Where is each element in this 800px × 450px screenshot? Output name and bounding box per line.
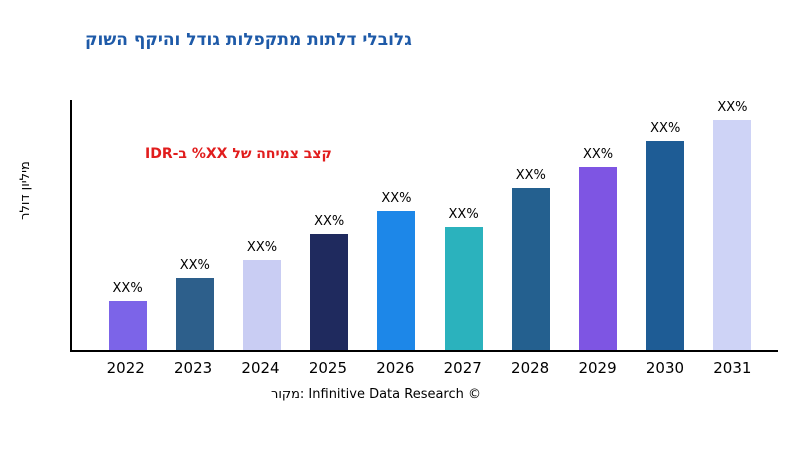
bar-2023	[175, 278, 214, 350]
bar-2022	[108, 301, 147, 350]
bar-group-2028: XX%	[497, 100, 564, 350]
bar-value-label-2030: XX%	[650, 121, 681, 136]
bar-group-2031: XX%	[699, 100, 766, 350]
plot-area: XX% XX% XX% XX% XX% XX%	[70, 100, 778, 352]
bar-group-2026: XX%	[363, 100, 430, 350]
bar-value-label-2029: XX%	[582, 147, 614, 162]
x-tick-2029: 2029	[578, 359, 617, 377]
bar-group-2027: XX%	[430, 100, 497, 350]
bar-value-label-2023: XX%	[179, 258, 210, 273]
bar-value-label-2024: XX%	[246, 240, 278, 255]
y-axis-label-wrap: מיליון דולר	[4, 80, 46, 300]
source-caption: מקור: Infinitive Data Research ©	[270, 387, 482, 402]
chart-title: גלובלי דלתות מתקפלות גודל והיקף השוק	[85, 30, 412, 50]
bar-group-2022: XX%	[94, 100, 161, 350]
x-tick-2031: 2031	[713, 359, 752, 377]
bar-group-2030: XX%	[632, 100, 699, 350]
x-tick-2030: 2030	[645, 359, 685, 377]
bar-group-2029: XX%	[564, 100, 631, 350]
x-tick-2027: 2027	[443, 359, 482, 377]
x-tick-2025: 2025	[308, 359, 348, 377]
bar-value-label-2028: XX%	[515, 168, 546, 183]
bar-value-label-2031: XX%	[717, 100, 748, 115]
bar-group-2024: XX%	[228, 100, 295, 350]
bar-2024	[243, 260, 281, 350]
bar-2026	[377, 211, 416, 350]
y-axis-label: מיליון דולר	[17, 160, 33, 220]
bar-group-2023: XX%	[161, 100, 228, 350]
x-tick-2023: 2023	[174, 359, 213, 377]
bar-group-2025: XX%	[296, 100, 363, 350]
bar-value-label-2026: XX%	[381, 191, 412, 206]
x-axis-tick-labels: 2022 2023 2024 2025 2026 2027 2028 2029 …	[70, 359, 778, 377]
bar-value-label-2022: XX%	[112, 281, 143, 296]
bar-value-label-2025: XX%	[314, 214, 345, 229]
x-tick-2028: 2028	[511, 359, 550, 377]
bar-2027	[444, 227, 483, 350]
bar-2031	[713, 120, 752, 350]
bar-2028	[511, 188, 550, 350]
bar-2025	[310, 234, 349, 350]
bars-container: XX% XX% XX% XX% XX% XX%	[72, 100, 778, 350]
bar-value-label-2027: XX%	[448, 207, 479, 222]
growth-rate-annotation: קצב צמיחה של XX% ב-IDR	[145, 146, 332, 162]
bar-2030	[646, 141, 685, 350]
x-tick-2026: 2026	[376, 359, 415, 377]
bar-2029	[579, 167, 618, 350]
x-tick-2024: 2024	[241, 359, 280, 377]
x-tick-2022: 2022	[106, 359, 145, 377]
